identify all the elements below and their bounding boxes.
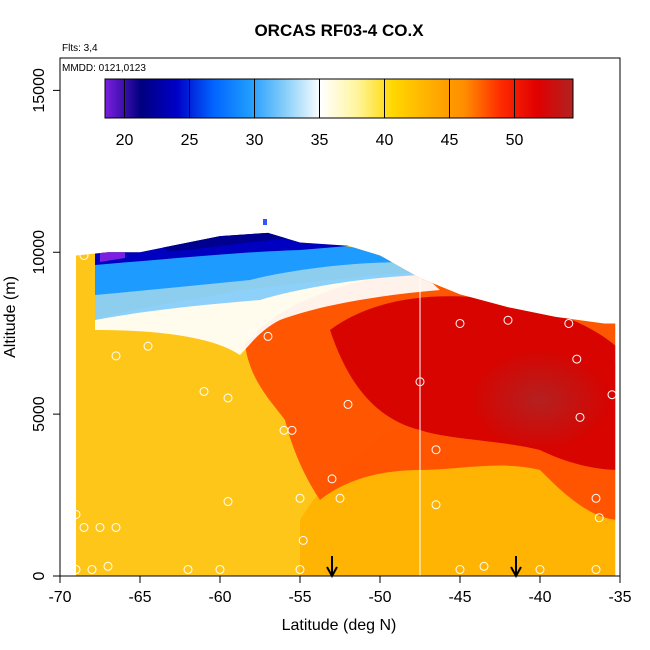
field-lightblue-band: [95, 256, 440, 320]
sample-point: [575, 412, 585, 422]
sample-point: [71, 509, 81, 519]
sample-point: [95, 522, 105, 532]
heatmap-field: [71, 219, 617, 576]
sample-point: [287, 425, 297, 435]
y-tick-label: 0: [31, 571, 48, 580]
sample-point: [295, 565, 305, 575]
sample-point: [431, 500, 441, 510]
chart-title: ORCAS RF03-4 CO.X: [254, 21, 424, 40]
colorbar-tick-label: 50: [506, 132, 524, 149]
plot-frame: [59, 57, 621, 577]
sample-point: [564, 318, 574, 328]
flights-annotation: Flts: 3,4: [62, 43, 98, 54]
sample-point: [247, 328, 257, 338]
colorbar-tick-label: 30: [246, 132, 264, 149]
sample-point: [591, 565, 601, 575]
sample-point: [535, 565, 545, 575]
sample-point: [415, 377, 425, 387]
sample-point: [327, 474, 337, 484]
sample-point: [479, 561, 489, 571]
sample-point: [591, 493, 601, 503]
x-tick-label: -70: [48, 589, 71, 606]
x-tick-label: -40: [528, 589, 551, 606]
x-axis: -70 -65 -60 -55 -50 -45 -40 -35: [48, 576, 632, 606]
date-annotation: MMDD: 0121,0123: [62, 63, 146, 74]
sample-point: [103, 561, 113, 571]
sample-point: [455, 318, 465, 328]
sample-point: [143, 341, 153, 351]
colorbar-tick-label: 40: [376, 132, 394, 149]
sample-point: [431, 445, 441, 455]
sample-point: [335, 493, 345, 503]
colorbar-tick-label: 35: [311, 132, 329, 149]
x-tick-label: -50: [368, 589, 391, 606]
sample-point: [111, 522, 121, 532]
sample-point: [503, 315, 513, 325]
sample-point: [215, 565, 225, 575]
x-tick-label: -45: [448, 589, 471, 606]
y-tick-label: 15000: [31, 68, 48, 113]
sample-point: [455, 565, 465, 575]
sample-point: [298, 535, 308, 545]
arrows: [326, 556, 522, 579]
field-white-band: [95, 272, 440, 355]
sample-point: [79, 250, 89, 260]
sample-point: [607, 390, 617, 400]
x-axis-label: Latitude (deg N): [282, 617, 397, 634]
y-tick-label: 10000: [31, 230, 48, 275]
y-axis: 0 5000 10000 15000: [31, 68, 60, 580]
sample-point: [199, 386, 209, 396]
sample-point: [79, 522, 89, 532]
sample-point: [71, 565, 81, 575]
field-darkblue-band: [150, 232, 290, 252]
x-tick-label: -35: [608, 589, 631, 606]
arrow-head: [510, 566, 522, 579]
x-tick-label: -60: [208, 589, 231, 606]
sample-points: [71, 250, 617, 575]
sample-point: [572, 354, 582, 364]
sample-point: [87, 565, 97, 575]
sample-point: [111, 351, 121, 361]
sample-point: [223, 393, 233, 403]
x-tick-label: -55: [288, 589, 311, 606]
arrow-head: [326, 566, 338, 579]
colorbar-tick-label: 20: [116, 132, 134, 149]
sample-point: [223, 497, 233, 507]
sample-point: [343, 399, 353, 409]
sample-point: [263, 331, 273, 341]
colorbar-tick-label: 25: [181, 132, 199, 149]
sample-point: [183, 565, 193, 575]
sample-point: [295, 493, 305, 503]
y-axis-label: Altitude (m): [2, 276, 19, 358]
sample-point: [594, 513, 604, 523]
colorbar-tick-label: 45: [441, 132, 459, 149]
top-sample-marker: [263, 219, 267, 225]
colorbar-gradient: [104, 78, 574, 119]
y-tick-label: 5000: [31, 396, 48, 432]
field-hotspot: [470, 350, 610, 450]
colorbar: 20 25 30 35 40 45 50: [104, 78, 574, 149]
x-tick-label: -65: [128, 589, 151, 606]
